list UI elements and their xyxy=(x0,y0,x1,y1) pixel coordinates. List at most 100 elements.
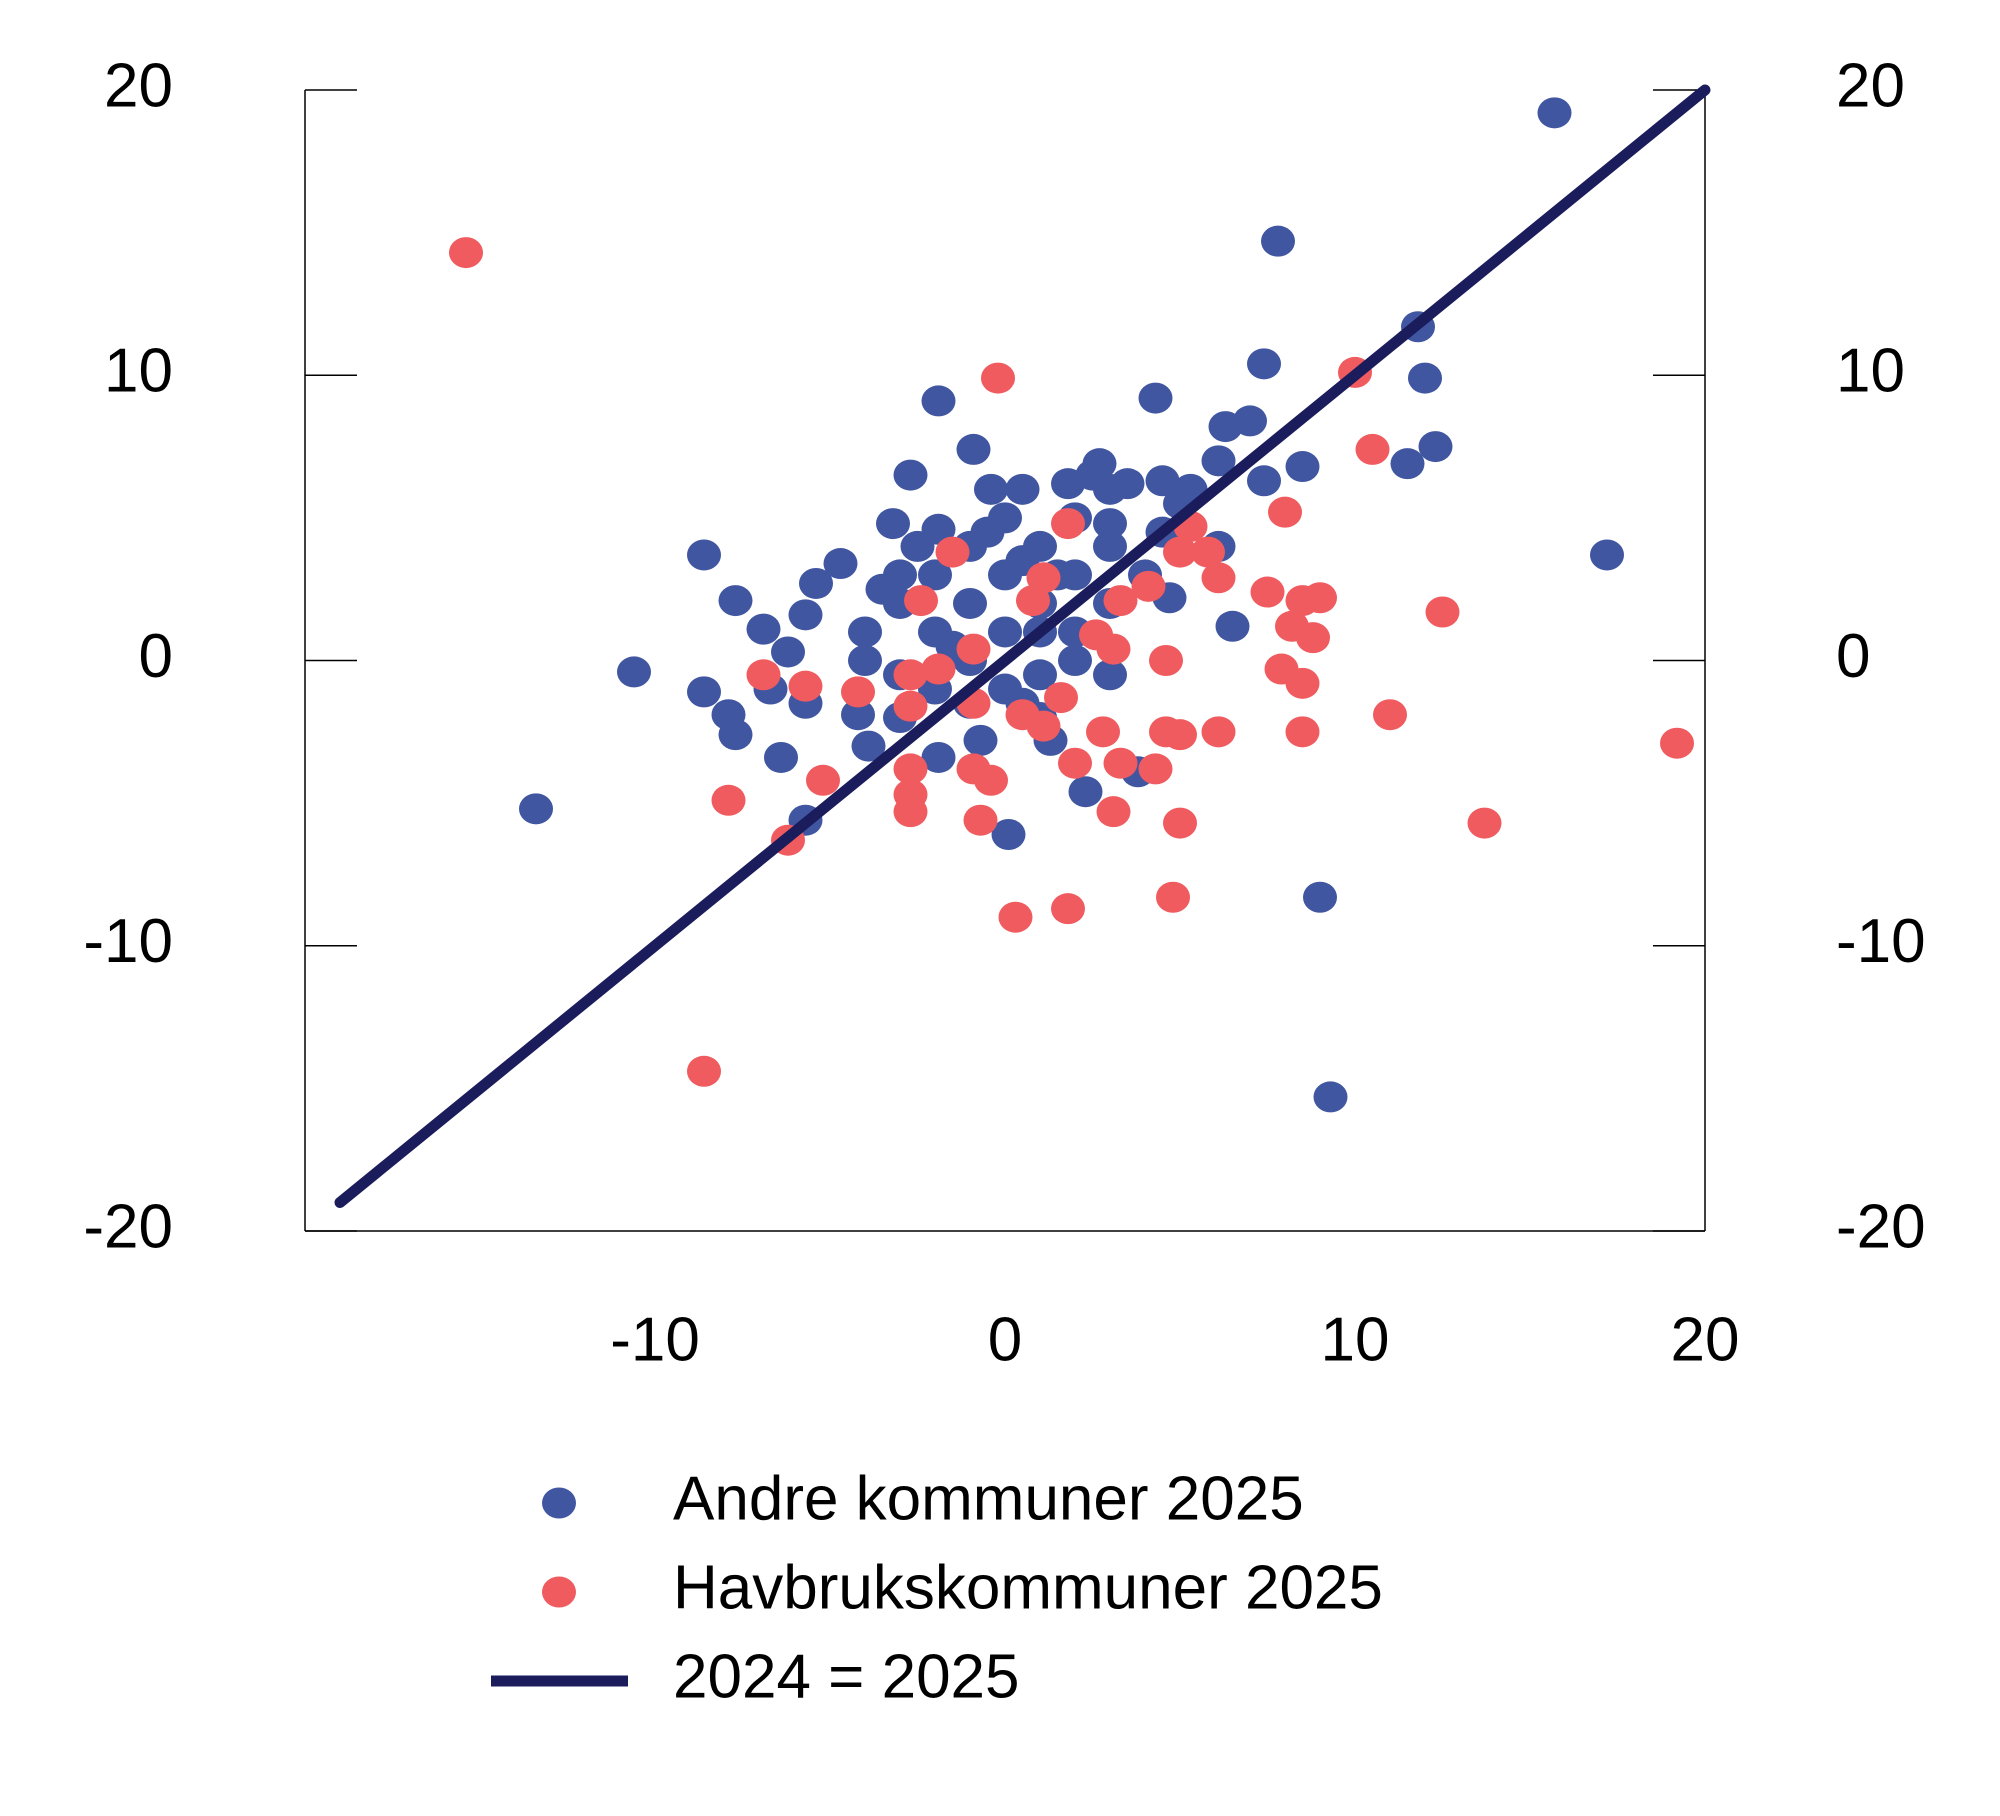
scatter-point xyxy=(1296,622,1330,654)
scatter-point xyxy=(1268,496,1302,528)
scatter-point xyxy=(1051,508,1085,540)
y2-tick-label: 10 xyxy=(1836,337,1905,406)
scatter-point xyxy=(1285,451,1320,483)
scatter-point xyxy=(988,616,1022,648)
scatter-point xyxy=(848,616,882,648)
scatter-point xyxy=(687,1055,721,1087)
scatter-point xyxy=(900,530,935,562)
scatter-point xyxy=(687,676,721,708)
scatter-point xyxy=(1418,431,1453,463)
scatter-point xyxy=(841,699,875,731)
scatter-point xyxy=(998,901,1033,933)
scatter-point xyxy=(981,362,1015,394)
scatter-point xyxy=(806,764,840,796)
scatter-point xyxy=(865,573,900,605)
scatter-point xyxy=(1390,448,1425,480)
scatter-point xyxy=(1103,747,1138,779)
scatter-point xyxy=(1026,710,1061,742)
scatter-point xyxy=(1163,807,1197,839)
y-tick-label: -10 xyxy=(83,907,173,976)
scatter-point xyxy=(1303,881,1337,913)
scatter-point xyxy=(963,724,998,756)
scatter-point xyxy=(771,636,805,668)
y-tick-label: 10 xyxy=(104,337,173,406)
scatter-point xyxy=(1355,433,1390,465)
scatter-point xyxy=(1201,716,1236,748)
scatter-point xyxy=(1373,699,1407,731)
scatter-point xyxy=(1215,610,1250,642)
y2-tick-label: 0 xyxy=(1836,622,1870,691)
scatter-point xyxy=(1058,747,1092,779)
scatter-point xyxy=(718,719,753,751)
scatter-point xyxy=(1163,536,1197,568)
scatter-point xyxy=(1208,411,1243,443)
scatter-point xyxy=(788,599,823,631)
scatter-point xyxy=(1093,508,1127,540)
y2-tick-label: 20 xyxy=(1836,51,1905,120)
scatter-point xyxy=(956,633,991,665)
scatter-point xyxy=(1093,473,1127,505)
scatter-point xyxy=(921,741,956,773)
scatter-point xyxy=(1261,225,1295,257)
scatter-point xyxy=(1138,753,1173,785)
scatter-point xyxy=(841,676,875,708)
y-tick-label: -20 xyxy=(83,1192,173,1261)
scatter-point xyxy=(449,237,483,269)
scatter-point xyxy=(746,613,781,645)
scatter-point xyxy=(1590,539,1624,571)
scatter-point xyxy=(1201,562,1236,594)
y-tick-label: 0 xyxy=(139,622,173,691)
scatter-point xyxy=(1313,1081,1348,1113)
scatter-point xyxy=(519,793,553,825)
scatter-point xyxy=(1467,807,1502,839)
scatter-point xyxy=(1145,465,1180,497)
scatter-point xyxy=(904,585,938,617)
scatter-point xyxy=(1660,727,1694,759)
x-tick-label: 10 xyxy=(1321,1305,1390,1374)
scatter-point xyxy=(991,819,1026,851)
x-tick-label: 20 xyxy=(1671,1305,1740,1374)
scatter-point xyxy=(893,796,928,828)
scatter-point xyxy=(1093,659,1127,691)
scatter-point xyxy=(1096,633,1131,665)
scatter-point xyxy=(823,548,858,580)
legend-swatch xyxy=(542,1487,576,1519)
legend-label: Havbrukskommuner 2025 xyxy=(673,1553,1383,1622)
scatter-point xyxy=(921,385,956,417)
scatter-point xyxy=(1156,881,1190,913)
scatter-point xyxy=(956,433,991,465)
reference-line xyxy=(334,84,1711,1208)
scatter-point xyxy=(1096,796,1131,828)
scatter-point xyxy=(1138,382,1173,414)
scatter-point xyxy=(974,473,1008,505)
scatter-point xyxy=(687,539,721,571)
scatter-point xyxy=(1163,719,1197,751)
scatter-point xyxy=(1537,97,1572,129)
scatter-point xyxy=(970,516,1005,548)
scatter-point xyxy=(1149,645,1183,676)
scatter-point xyxy=(1131,570,1166,602)
scatter-point xyxy=(918,559,952,591)
scatter-point xyxy=(848,645,882,676)
x-tick-label: 0 xyxy=(988,1305,1022,1374)
scatter-point xyxy=(1051,893,1085,925)
x-tick-label: -10 xyxy=(610,1305,700,1374)
scatter-point xyxy=(893,690,928,722)
scatter-point xyxy=(1425,596,1460,628)
scatter-point xyxy=(617,656,651,688)
scatter-point xyxy=(1201,445,1236,477)
scatter-point xyxy=(1016,585,1050,617)
y2-tick-label: -20 xyxy=(1836,1192,1926,1261)
scatter-point xyxy=(921,653,956,685)
scatter-point xyxy=(1247,348,1281,380)
scatter-point xyxy=(935,536,970,568)
scatter-point xyxy=(1247,465,1281,497)
scatter-point xyxy=(876,508,910,540)
scatter-point xyxy=(788,670,823,702)
scatter-point xyxy=(1093,530,1127,562)
scatter-point xyxy=(1285,716,1320,748)
scatter-point xyxy=(851,730,886,762)
scatter-point xyxy=(893,753,928,785)
scatter-point xyxy=(1285,667,1320,699)
